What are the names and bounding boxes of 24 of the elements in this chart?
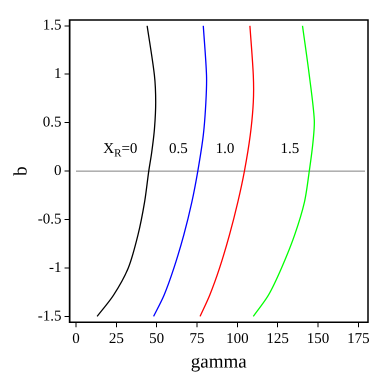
y-tick-label: 1 xyxy=(54,66,62,82)
y-tick-label: -1.5 xyxy=(38,308,62,324)
y-tick-label: 0 xyxy=(54,163,62,180)
x-tick-label: 125 xyxy=(266,331,289,348)
x-tick-label: 175 xyxy=(347,331,370,348)
x-tick-label: 50 xyxy=(149,331,164,348)
y-tick-label: -0.5 xyxy=(38,211,62,228)
y-axis-title: b xyxy=(10,166,32,176)
x-axis-title: gamma xyxy=(190,352,248,373)
y-tick-label: -1 xyxy=(49,260,62,276)
x-tick-label: 150 xyxy=(306,331,330,348)
series-label: 1.5 xyxy=(280,141,300,158)
x-tick-label: 100 xyxy=(226,331,249,348)
x-tick-label: 0 xyxy=(72,331,80,348)
x-tick-label: 75 xyxy=(189,331,204,348)
series-label: 0.5 xyxy=(169,141,188,158)
y-tick-label: 0.5 xyxy=(42,114,62,131)
x-tick-label: 25 xyxy=(108,331,124,348)
line-series xyxy=(96,25,156,318)
y-tick-label: 1.5 xyxy=(42,18,62,34)
line-series xyxy=(152,25,208,318)
line-series xyxy=(199,25,254,318)
series-label: 1.0 xyxy=(216,141,234,158)
line-series xyxy=(252,25,315,318)
